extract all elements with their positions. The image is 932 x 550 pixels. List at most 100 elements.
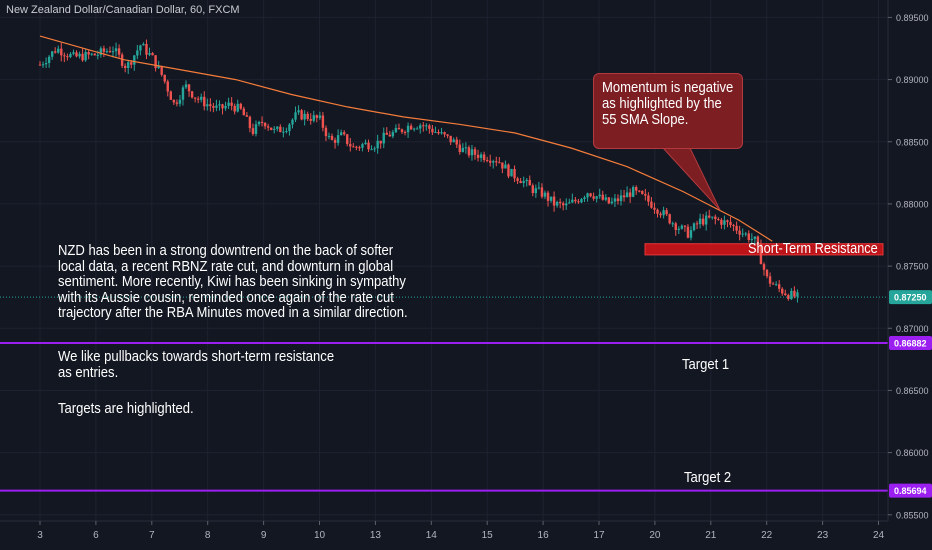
candle-body (184, 84, 188, 88)
candle-body (294, 112, 297, 120)
candle-body (339, 132, 343, 136)
candle-body (467, 147, 471, 156)
callout-line: Momentum is negative (602, 80, 734, 96)
candle-body (288, 124, 291, 132)
candle-body (461, 147, 465, 153)
candle-body (498, 162, 501, 164)
candle-body (650, 201, 653, 208)
time-tick-label: 21 (705, 530, 717, 541)
candle-body (300, 110, 303, 120)
price-tick-label: 0.87500 (896, 262, 929, 272)
candle-body (355, 146, 358, 148)
candle-body (762, 264, 766, 270)
candle-body (516, 178, 519, 182)
price-tick-label: 0.89000 (896, 75, 929, 85)
candle-body (586, 193, 589, 198)
candle-body (446, 134, 449, 136)
analysis-line: NZD has been in a strong downtrend on th… (58, 243, 394, 259)
time-tick-label: 16 (538, 530, 550, 541)
callout-line: 55 SMA Slope. (602, 112, 689, 128)
candle-body (592, 196, 595, 199)
candle-body (273, 128, 276, 130)
candle-body (196, 98, 200, 100)
candle-body (549, 196, 553, 201)
candle-body (458, 144, 461, 153)
candle-body (154, 55, 157, 69)
analysis-line: We like pullbacks towards short-term res… (58, 349, 335, 365)
candle-body (203, 96, 206, 107)
candle-body (756, 236, 760, 245)
candle-body (726, 220, 729, 222)
last-price-badge (889, 290, 932, 305)
time-tick-label: 24 (873, 530, 885, 541)
candle-body (595, 196, 598, 199)
candle-body (741, 233, 744, 235)
candle-body (105, 51, 109, 53)
candle-body (793, 290, 796, 297)
candle-body (50, 51, 54, 57)
candle-body (784, 293, 787, 296)
chart-title: New Zealand Dollar/Canadian Dollar, 60, … (6, 4, 240, 16)
price-axis: 0.89500 0.89000 0.88500 0.88000 0.87500 0.870… (887, 0, 932, 550)
target-2-badge-label: 0.85694 (894, 486, 927, 496)
candle-body (96, 54, 99, 56)
candle-body (452, 139, 455, 143)
candle-body (212, 106, 215, 108)
price-tick-label: 0.88000 (896, 199, 929, 209)
candle-body (419, 125, 422, 129)
candle-body (552, 196, 556, 206)
sma-55-line (39, 35, 773, 242)
candle-body (81, 53, 84, 61)
candle-body (711, 216, 714, 218)
candle-body (373, 148, 376, 150)
candle-body (63, 55, 66, 57)
time-tick-label: 13 (370, 530, 382, 541)
candle-body (686, 226, 690, 238)
candle-body (701, 218, 705, 225)
time-tick-label: 8 (205, 530, 211, 541)
candle-body (175, 102, 179, 104)
candle-body (698, 218, 702, 225)
candle-body (263, 122, 267, 127)
candle-body (139, 45, 142, 51)
candle-body (84, 52, 87, 61)
time-tick-label: 14 (426, 530, 438, 541)
candle-body (674, 223, 677, 230)
candle-body (501, 162, 504, 169)
candle-body (589, 193, 592, 197)
candle-body (647, 195, 650, 202)
candle-body (482, 154, 486, 161)
candle-body (537, 187, 541, 189)
candle-body (309, 118, 312, 121)
candle-body (187, 84, 191, 92)
candle-body (443, 132, 446, 135)
candle-body (352, 146, 355, 148)
candle-body (38, 64, 42, 66)
candle-body (303, 113, 306, 120)
candle-body (732, 225, 735, 227)
candle-body (78, 53, 81, 57)
candle-body (774, 284, 778, 286)
candle-body (364, 142, 367, 145)
candle-body (787, 295, 790, 299)
candle-body (236, 103, 239, 112)
candle-body (507, 164, 510, 177)
candle-body (513, 168, 516, 179)
candle-body (306, 113, 309, 119)
candle-body (151, 53, 154, 56)
time-tick-label: 6 (93, 530, 99, 541)
time-axis-background (0, 521, 932, 550)
candle-body (662, 210, 665, 216)
candle-body (279, 126, 282, 133)
candle-body (333, 139, 337, 143)
time-tick-label: 22 (761, 530, 773, 541)
candle-body (75, 52, 78, 57)
candle-body (412, 128, 416, 130)
candle-body (759, 244, 763, 265)
candle-body (166, 81, 169, 92)
candle-body (394, 127, 398, 133)
resistance-zone (644, 243, 884, 256)
candle-body (689, 230, 693, 238)
